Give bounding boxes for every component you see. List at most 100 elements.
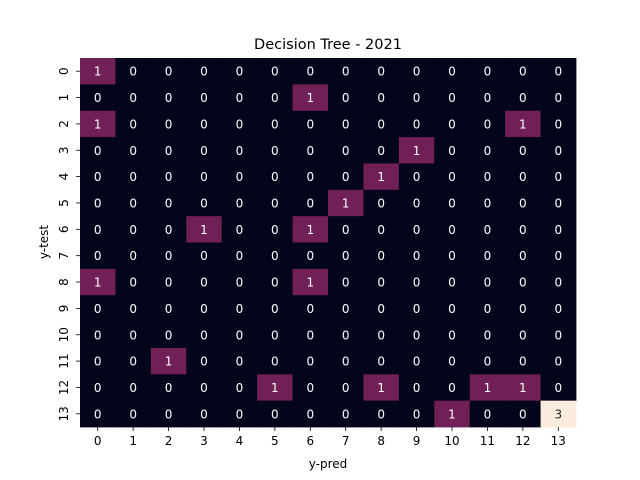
cell-annotation: 0 (306, 144, 314, 158)
heatmap-cell (398, 268, 435, 296)
heatmap-cell (363, 216, 400, 243)
cell-annotation: 0 (200, 328, 208, 342)
y-tick-label: 8 (57, 278, 71, 286)
heatmap-cell (257, 110, 293, 138)
cell-annotation: 0 (377, 144, 385, 158)
cell-annotation: 0 (377, 196, 385, 210)
cell-annotation: 0 (94, 381, 102, 395)
cell-annotation: 0 (448, 223, 456, 237)
heatmap-cell (115, 400, 152, 428)
cell-annotation: 0 (413, 223, 421, 237)
cell-annotation: 0 (448, 117, 456, 131)
x-axis-ticks: 0 1 2 3 4 5 6 7 8 9 10 11 12 13 (94, 427, 566, 448)
cell-annotation: 0 (342, 223, 350, 237)
cell-annotation: 0 (200, 302, 208, 316)
cell-annotation: 0 (413, 381, 421, 395)
heatmap-cell (434, 347, 471, 375)
cell-annotation: 0 (94, 170, 102, 184)
cell-annotation: 0 (129, 65, 137, 79)
heatmap-cell (150, 163, 187, 191)
cell-annotation: 0 (94, 302, 102, 316)
heatmap-cell (434, 242, 471, 270)
heatmap-cell (221, 400, 258, 428)
heatmap-cell (186, 347, 223, 375)
heatmap-cell (257, 58, 293, 85)
cell-annotation: 1 (306, 91, 314, 105)
cell-annotation: 1 (413, 144, 421, 158)
cell-annotation: 0 (236, 144, 244, 158)
cell-annotation: 0 (519, 355, 527, 369)
cell-annotation: 0 (129, 249, 137, 263)
cell-annotation: 0 (129, 355, 137, 369)
heatmap-cell (150, 216, 187, 243)
cell-annotation: 0 (200, 407, 208, 421)
cell-annotation: 1 (306, 223, 314, 237)
heatmap-cell (115, 268, 152, 296)
cell-annotation: 0 (200, 355, 208, 369)
cell-annotation: 1 (94, 276, 102, 290)
cell-annotation: 0 (484, 407, 492, 421)
cell-annotation: 0 (271, 276, 279, 290)
heatmap-cell (363, 295, 400, 322)
cell-annotation: 0 (129, 196, 137, 210)
cell-annotation: 0 (519, 170, 527, 184)
cell-annotation: 0 (519, 249, 527, 263)
heatmap-cell (434, 189, 471, 217)
cell-annotation: 1 (519, 117, 527, 131)
cell-annotation: 1 (306, 276, 314, 290)
heatmap-cell (328, 295, 364, 322)
cell-annotation: 0 (200, 249, 208, 263)
cell-annotation: 0 (129, 91, 137, 105)
cell-annotation: 0 (200, 65, 208, 79)
cell-annotation: 0 (236, 355, 244, 369)
y-tick-label: 6 (57, 226, 71, 234)
heatmap-cell (186, 216, 223, 243)
heatmap-cell (257, 216, 293, 243)
heatmap-cell (398, 242, 435, 270)
heatmap-cell (505, 295, 541, 322)
heatmap-cell (80, 110, 116, 138)
cell-annotation: 1 (94, 117, 102, 131)
heatmap-cell (328, 84, 364, 112)
x-tick-label: 6 (306, 434, 314, 448)
heatmap-cell (398, 110, 435, 138)
cell-annotation: 0 (554, 91, 562, 105)
cell-annotations: 1 0 0 0 0 0 0 0 0 0 0 0 0 0 0 0 0 0 0 0 1 0 0 0 0 0 0 0 1 0 0 0 0 0 0 0 0 0 0 0… (94, 65, 562, 422)
heatmap-cell (540, 163, 577, 191)
cell-annotation: 0 (200, 276, 208, 290)
heatmap-cell (292, 58, 329, 85)
heatmap-cell (469, 163, 506, 191)
cell-annotation: 0 (413, 302, 421, 316)
cell-annotation: 0 (342, 328, 350, 342)
heatmap-cell (540, 374, 577, 402)
cell-annotation: 0 (94, 91, 102, 105)
heatmap-cell (328, 400, 364, 428)
heatmap-cell (540, 268, 577, 296)
heatmap-cell (80, 242, 116, 270)
heatmap-cell (115, 110, 152, 138)
x-tick-label: 10 (444, 434, 459, 448)
heatmap-cell (150, 400, 187, 428)
cell-annotation: 0 (484, 328, 492, 342)
x-tick-label: 7 (342, 434, 350, 448)
heatmap-cell (292, 347, 329, 375)
heatmap-cell (398, 321, 435, 349)
heatmap-cell (80, 321, 116, 349)
heatmap-cell (540, 295, 577, 322)
cell-annotation: 0 (377, 91, 385, 105)
heatmap-cell (150, 295, 187, 322)
cell-annotation: 1 (377, 170, 385, 184)
heatmap-cells (80, 58, 577, 428)
cell-annotation: 1 (519, 381, 527, 395)
cell-annotation: 0 (448, 276, 456, 290)
y-tick-label: 13 (57, 406, 71, 421)
y-tick-label: 12 (57, 380, 71, 395)
heatmap-cell (469, 84, 506, 112)
cell-annotation: 0 (236, 91, 244, 105)
cell-annotation: 0 (306, 328, 314, 342)
cell-annotation: 0 (554, 302, 562, 316)
heatmap-cell (115, 163, 152, 191)
cell-annotation: 0 (342, 355, 350, 369)
cell-annotation: 0 (413, 65, 421, 79)
